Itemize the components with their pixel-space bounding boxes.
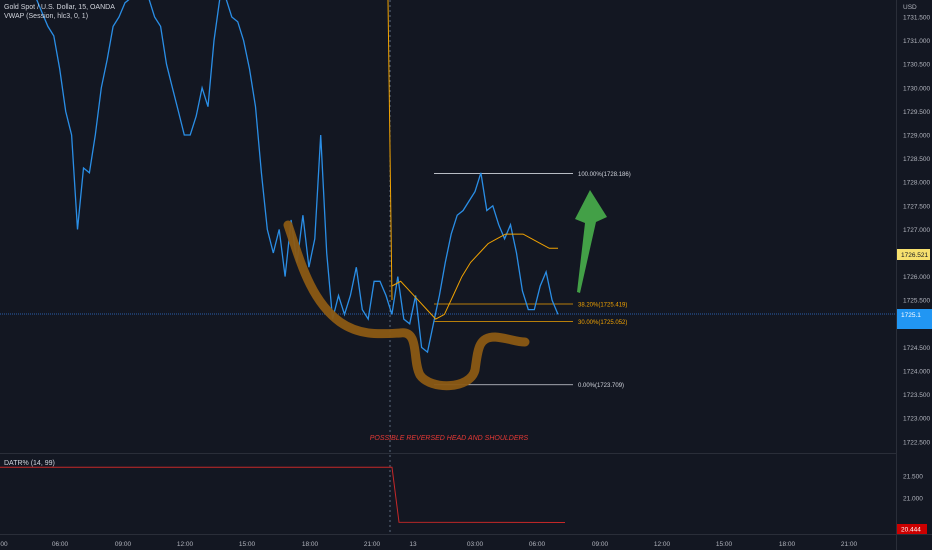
time-tick-label: 06:00 [529,541,546,548]
datr-value-badge: 20.444 [897,524,927,534]
datr-axis[interactable]: 21.500 21.000 [903,474,923,503]
datr-series-line [0,466,566,523]
price-tick-label: 1724.000 [903,369,930,376]
price-tick-label: 1729.500 [903,109,930,116]
time-tick-label: 13 [409,541,417,548]
vwap-price-badge: 1726.521 [897,249,930,260]
time-axis[interactable]: 00 06:00 09:00 12:00 15:00 18:00 21:00 13 03:00 0… [0,541,857,548]
currency-label: USD [903,4,917,11]
fib-level-label: 38.20%(1725.419) [578,303,627,309]
price-tick-label: 1730.500 [903,62,930,69]
symbol-title[interactable]: Gold Spot / U.S. Dollar, 15, OANDA [4,4,115,11]
price-tick-label: 1727.500 [903,203,930,210]
fib-level-label: 100.00%(1728.186) [578,172,631,178]
price-tick-label: 1724.500 [903,345,930,352]
fibonacci-retracement[interactable]: 100.00%(1728.186) 38.20%(1725.419) 30.00%(… [434,172,631,389]
symbol-legend[interactable]: Gold Spot / U.S. Dollar, 15, OANDA [4,3,115,12]
datr-legend[interactable]: DATR% (14, 99) [4,459,55,468]
fib-level-label: 0.00%(1723.709) [578,383,624,389]
vwap-anchor-line [387,0,393,301]
svg-text:1725.1: 1725.1 [901,312,921,319]
price-tick-label: 1723.000 [903,416,930,423]
time-tick-label: 18:00 [779,541,796,548]
price-tick-label: 1727.000 [903,227,930,234]
price-tick-label: 1730.000 [903,85,930,92]
price-tick-label: 1722.500 [903,439,930,446]
vwap-title[interactable]: VWAP (Session, hlc3, 0, 1) [4,13,89,20]
time-tick-label: 09:00 [592,541,609,548]
time-tick-label: 21:00 [841,541,858,548]
time-tick-label: 06:00 [52,541,69,548]
time-tick-label: 15:00 [239,541,256,548]
price-tick-label: 1726.000 [903,274,930,281]
bullish-arrow-drawing[interactable] [575,190,607,293]
pattern-annotation[interactable]: POSSIBLE REVERSED HEAD AND SHOULDERS [370,435,529,442]
time-tick-label: 18:00 [302,541,319,548]
last-price-badge: 1725.1 [897,309,932,329]
datr-tick-label: 21.000 [903,496,923,503]
price-tick-label: 1729.000 [903,133,930,140]
time-tick-label: 00 [0,541,8,548]
datr-tick-label: 21.500 [903,474,923,481]
price-tick-label: 1728.000 [903,180,930,187]
svg-text:1726.521: 1726.521 [901,252,928,259]
vwap-legend[interactable]: VWAP (Session, hlc3, 0, 1) [4,12,88,21]
time-tick-label: 03:00 [467,541,484,548]
time-tick-label: 15:00 [716,541,733,548]
head-and-shoulders-brush-drawing[interactable] [283,220,530,391]
time-tick-label: 12:00 [654,541,671,548]
price-tick-label: 1728.500 [903,156,930,163]
fib-level-label: 30.00%(1725.052) [578,320,627,326]
main-pane[interactable] [0,0,896,453]
vwap-series-line [391,233,558,320]
price-tick-label: 1725.500 [903,298,930,305]
svg-text:20.444: 20.444 [901,527,921,534]
price-tick-label: 1731.500 [903,15,930,22]
price-tick-label: 1731.000 [903,38,930,45]
time-tick-label: 12:00 [177,541,194,548]
price-tick-label: 1723.500 [903,392,930,399]
time-tick-label: 09:00 [115,541,132,548]
time-tick-label: 21:00 [364,541,381,548]
datr-title[interactable]: DATR% (14, 99) [4,460,55,467]
price-axis[interactable]: 1731.500 1731.000 1730.500 1730.000 1729.500… [903,15,930,447]
